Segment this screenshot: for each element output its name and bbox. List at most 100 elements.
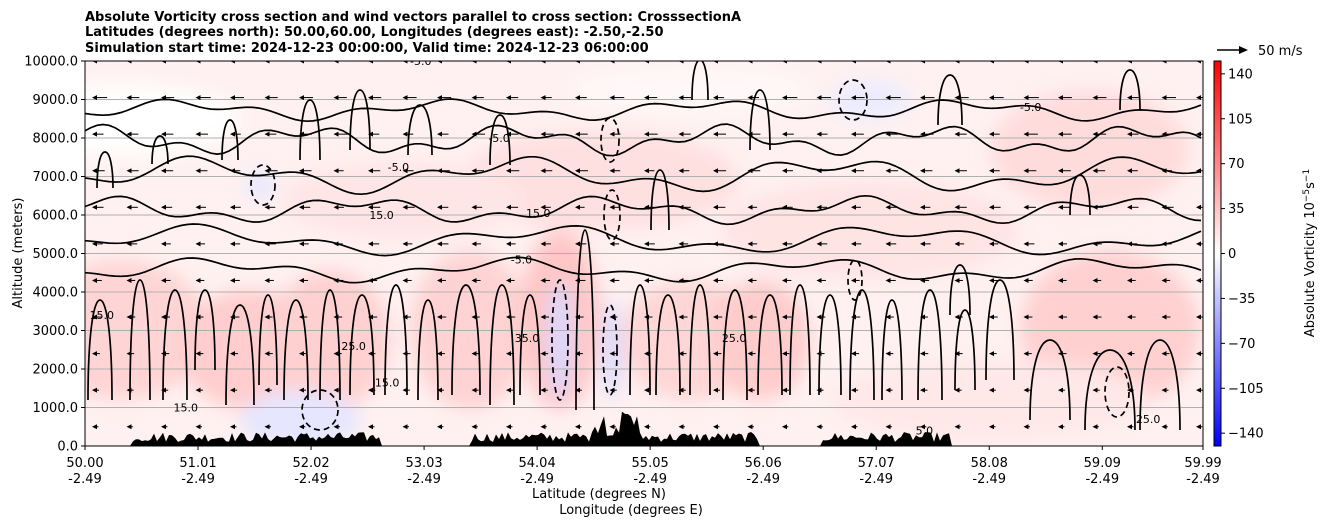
wind-vector-head (126, 351, 132, 357)
wind-vector-head (747, 95, 753, 101)
wind-vector-head (92, 168, 97, 174)
x-tick-label-latitude: 58.08 (971, 456, 1008, 471)
wind-vector-head (851, 424, 856, 430)
wind-vector-head (678, 314, 684, 320)
wind-vector-head (816, 61, 822, 64)
wind-vector-head (989, 314, 994, 320)
contour-line (384, 284, 408, 396)
contour-line (162, 289, 188, 401)
contour-line (954, 309, 976, 391)
wind-vector-head (1023, 351, 1029, 357)
wind-vector-head (678, 351, 684, 357)
wind-vector-head (299, 61, 304, 64)
wind-vector-head (920, 241, 925, 247)
wind-vector-head (575, 168, 580, 174)
contour-line (849, 289, 875, 401)
wind-vector-head (782, 424, 787, 430)
wind-vector-head (1196, 241, 1201, 247)
wind-vector-head (782, 204, 787, 210)
contour-line (749, 89, 771, 151)
wind-vector-head (644, 61, 649, 64)
wind-vector-head (1161, 314, 1167, 320)
wind-vector-head (195, 424, 201, 430)
wind-vector-head (954, 204, 960, 210)
contour-line (489, 284, 515, 406)
wind-vector-head (1196, 204, 1201, 210)
wind-vector-head (437, 131, 442, 137)
wind-vector-head (1092, 131, 1098, 137)
wind-vector-head (609, 351, 615, 357)
wind-vector-head (644, 314, 649, 320)
contour-line (85, 123, 1202, 157)
wind-vector-head (506, 277, 511, 283)
wind-vector-head (540, 387, 546, 393)
wind-vector-head (644, 204, 649, 210)
wind-vector-head (575, 314, 580, 320)
wind-vector-head (851, 168, 856, 174)
contour-label: -5.0 (1020, 101, 1041, 114)
colorbar-label-exponent: −5 (1302, 189, 1312, 202)
x-tick-label-longitude: -2.49 (1085, 472, 1119, 487)
wind-vector-head (1023, 131, 1029, 137)
wind-vector-head (471, 351, 477, 357)
wind-vector-head (989, 95, 994, 101)
wind-vector-head (954, 351, 960, 357)
wind-vector-head (1196, 61, 1201, 64)
wind-vector-head (161, 241, 166, 247)
wind-vector-head (1127, 204, 1132, 210)
wind-vector-head (713, 131, 718, 137)
wind-vector-head (644, 168, 649, 174)
contour-label: -5.0 (488, 132, 509, 145)
wind-vector-head (644, 387, 649, 393)
wind-vector-head (1058, 424, 1063, 430)
colorbar-tick-label: −35 (1228, 292, 1255, 307)
wind-vector-head (713, 95, 718, 101)
wind-vector-head (954, 168, 960, 174)
colorbar-label-unit: s (1303, 182, 1318, 189)
wind-vector-head (851, 204, 856, 210)
wind-vector-head (678, 241, 684, 247)
x-tick-label-longitude: -2.49 (520, 472, 554, 487)
wind-vector-head (471, 204, 477, 210)
wind-vector-head (333, 168, 339, 174)
contour-label: -5.0 (410, 55, 431, 68)
wind-vector-head (506, 424, 511, 430)
wind-vector-head (851, 61, 856, 64)
wind-vector-head (195, 314, 201, 320)
wind-vector-head (1127, 168, 1132, 174)
wind-vector-head (195, 131, 201, 137)
plot-area: -5.0 -5.0 15.0 15.0 -5.0 -5.0 15.0 25.0 35.0 25.0… (85, 55, 1203, 446)
wind-vector-head (1058, 351, 1063, 357)
contour-label: -5.0 (388, 161, 409, 174)
wind-vector-head (437, 314, 442, 320)
wind-vector-head (92, 204, 97, 210)
x-tick-label-latitude: 52.02 (292, 456, 329, 471)
wind-vector-head (1127, 314, 1132, 320)
wind-vector-head (506, 351, 511, 357)
wind-vector-head (644, 424, 649, 430)
wind-vector-head (920, 351, 925, 357)
wind-vector-head (506, 314, 511, 320)
wind-vector-head (1092, 387, 1098, 393)
y-tick-label: 4000.0 (33, 286, 79, 301)
contour-line (349, 294, 375, 396)
contour-line (757, 294, 783, 396)
wind-vector-head (747, 387, 753, 393)
wind-vector-head (195, 95, 201, 101)
wind-vector-head (782, 387, 787, 393)
y-tick-label: 7000.0 (33, 170, 79, 185)
wind-vector-head (989, 131, 994, 137)
wind-vector-head (333, 61, 339, 64)
contour-line (85, 155, 1202, 196)
wind-vector-head (989, 61, 994, 64)
wind-vector-head (713, 277, 718, 283)
contour-line (789, 284, 811, 396)
contour-label: 15.0 (173, 402, 198, 415)
wind-vector-head (713, 424, 718, 430)
x-tick-label-latitude: 59.99 (1184, 456, 1221, 471)
colorbar-label-base: Absolute Vorticity 10 (1303, 202, 1318, 337)
wind-vector-head (678, 131, 684, 137)
wind-vector-head (195, 277, 201, 283)
wind-vector-head (816, 387, 822, 393)
